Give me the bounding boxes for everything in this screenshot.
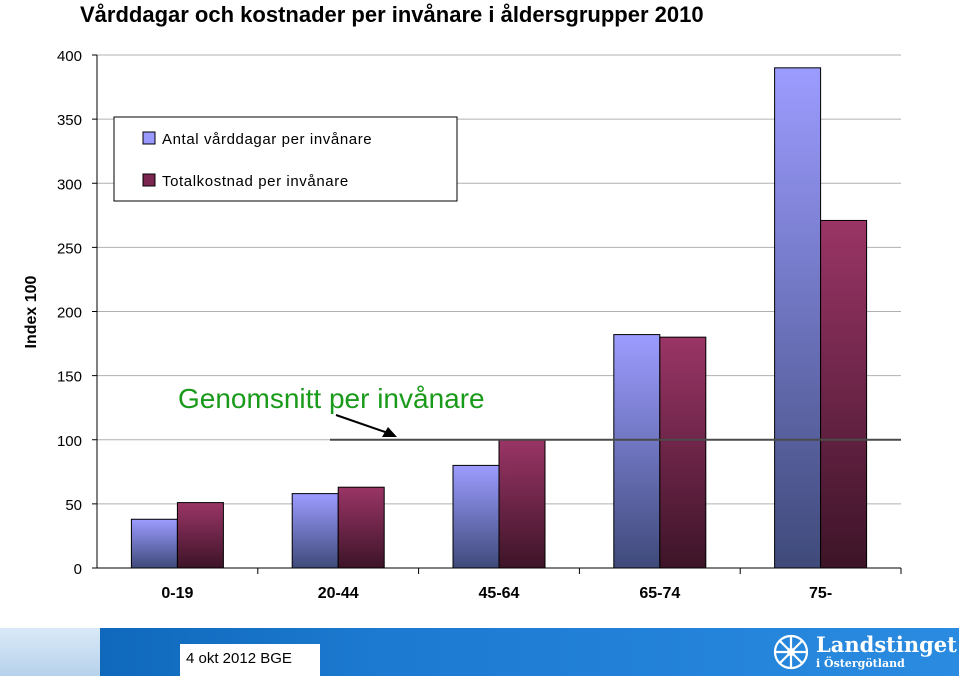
- x-tick-label: 75-: [809, 585, 832, 602]
- x-tick-label: 20-44: [318, 585, 359, 602]
- bar-vardagar-0-19: [130, 518, 178, 569]
- y-tick-label: 50: [65, 497, 82, 514]
- annotation-arrow-head: [382, 427, 397, 437]
- logo-emblem-icon: [773, 634, 809, 670]
- x-tick-label: 45-64: [479, 585, 520, 602]
- footer-date: 4 okt 2012 BGE: [180, 644, 320, 676]
- bar-vardagar-75-: [774, 67, 822, 569]
- legend-swatch: [142, 131, 156, 145]
- legend: Antal vårddagar per invånare Totalkostnad…: [113, 116, 458, 202]
- footer-bar: 4 okt 2012 BGE Landstinget i Östergötlan…: [0, 628, 959, 676]
- bar-kostnad-45-64: [498, 439, 546, 569]
- x-tick-label: 65-74: [639, 585, 680, 602]
- chart-area: Vårddagar och kostnader per invånare i å…: [23, 2, 902, 602]
- y-tick-label: 400: [57, 48, 82, 65]
- y-tick-label: 200: [57, 305, 82, 322]
- y-tick-label: 300: [57, 176, 82, 193]
- legend-label: Antal vårddagar per invånare: [162, 131, 372, 148]
- bar-vardagar-45-64: [452, 464, 500, 569]
- bar-vardagar-65-74: [613, 334, 661, 569]
- annotation-label: Genomsnitt per invånare: [178, 383, 485, 414]
- logo-subtext: i Östergötland: [816, 657, 905, 670]
- bar-vardagar-20-44: [291, 493, 339, 569]
- logo-text: Landstinget: [816, 632, 957, 657]
- bar-kostnad-75-: [820, 219, 868, 569]
- y-tick-label: 150: [57, 369, 82, 386]
- legend-box: [113, 116, 458, 202]
- chart-title: Vårddagar och kostnader per invånare i å…: [80, 2, 704, 27]
- footer-left-panel: [0, 628, 100, 676]
- bar-kostnad-0-19: [176, 502, 224, 569]
- legend-swatch: [142, 173, 156, 187]
- y-tick-label: 350: [57, 112, 82, 129]
- bar-kostnad-20-44: [337, 486, 385, 569]
- x-tick-label: 0-19: [161, 585, 193, 602]
- y-tick-label: 250: [57, 240, 82, 257]
- bar-kostnad-65-74: [659, 336, 707, 569]
- y-tick-label: 100: [57, 433, 82, 450]
- y-axis-label: Index 100: [23, 275, 40, 348]
- y-tick-label: 0: [74, 561, 82, 578]
- legend-label: Totalkostnad per invånare: [162, 173, 349, 190]
- annotation-arrow-shaft: [335, 414, 389, 434]
